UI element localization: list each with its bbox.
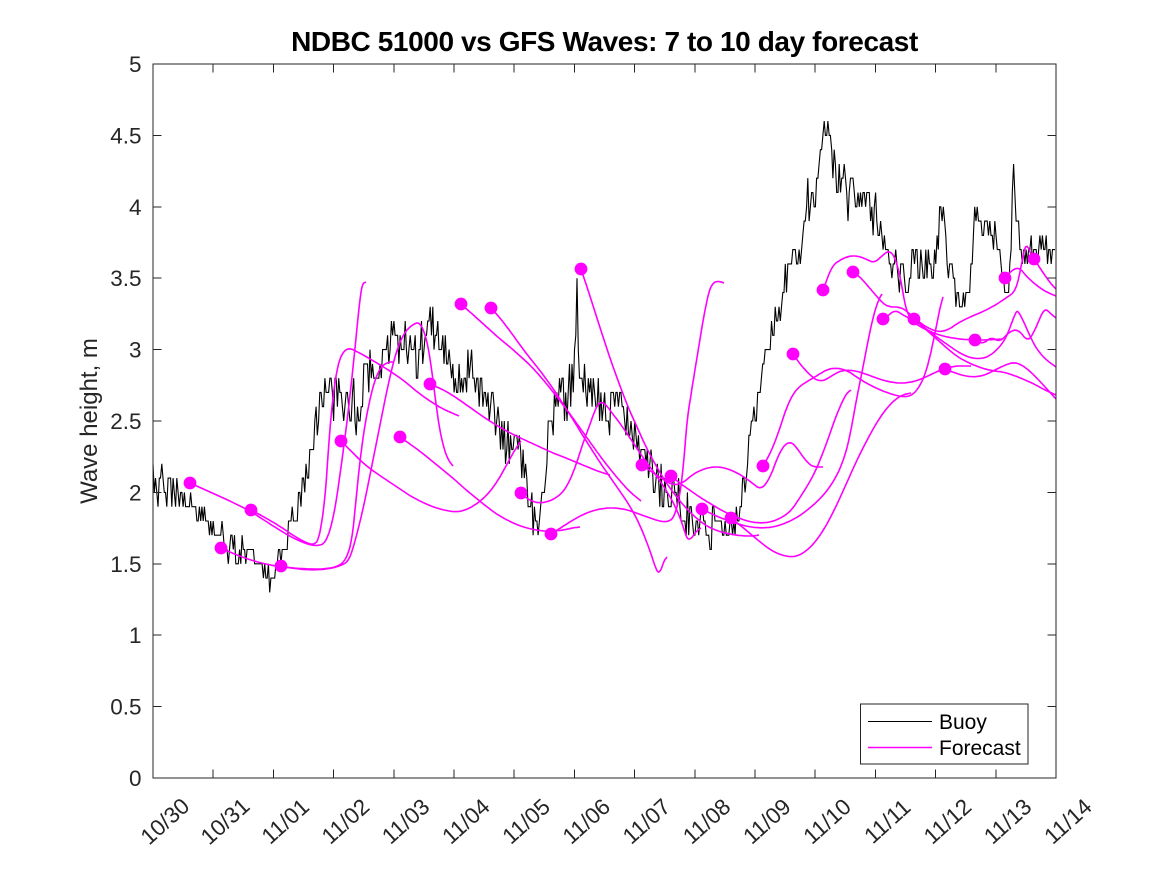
svg-text:1: 1 [129, 623, 142, 648]
svg-text:Forecast: Forecast [939, 737, 1021, 760]
svg-text:0.5: 0.5 [110, 695, 141, 720]
svg-text:2.5: 2.5 [110, 409, 141, 434]
svg-text:0: 0 [129, 766, 142, 791]
svg-text:NDBC 51000 vs GFS Waves: 7 to: NDBC 51000 vs GFS Waves: 7 to 10 day for… [291, 26, 918, 57]
svg-text:4: 4 [129, 195, 142, 220]
svg-text:4.5: 4.5 [110, 123, 141, 148]
svg-text:Buoy: Buoy [939, 711, 987, 734]
svg-text:3.5: 3.5 [110, 266, 141, 291]
svg-text:3: 3 [129, 338, 142, 363]
svg-text:5: 5 [129, 52, 142, 77]
svg-text:1.5: 1.5 [110, 552, 141, 577]
svg-text:Wave height, m: Wave height, m [76, 338, 103, 504]
svg-text:2: 2 [129, 480, 142, 505]
